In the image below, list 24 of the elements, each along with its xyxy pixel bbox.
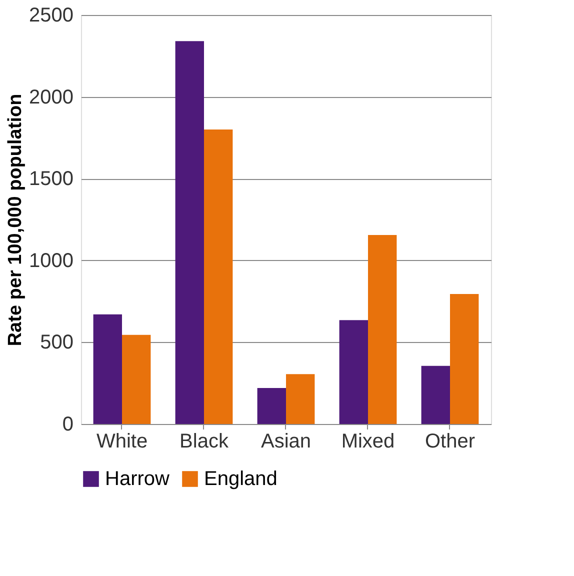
y-tick-label: 1500 <box>29 168 74 190</box>
y-tick-label: 500 <box>40 332 74 354</box>
y-axis-title: Rate per 100,000 population <box>5 94 26 346</box>
x-tick-label: Mixed <box>341 430 395 452</box>
bar <box>204 130 233 424</box>
bar <box>421 366 450 424</box>
y-tick-label: 1000 <box>29 250 74 272</box>
legend-label: England <box>204 468 278 490</box>
bar <box>286 374 315 424</box>
legend-label: Harrow <box>105 468 170 490</box>
bar <box>175 41 204 424</box>
y-tick-label: 2000 <box>29 86 74 108</box>
x-tick-label: Black <box>180 430 230 452</box>
bar <box>368 235 397 424</box>
bar <box>93 314 122 424</box>
bar <box>450 294 479 424</box>
bar <box>122 334 151 424</box>
x-tick-label: Other <box>424 430 476 452</box>
bar <box>339 320 368 424</box>
bar <box>257 388 286 424</box>
x-tick-label: Asian <box>260 430 312 452</box>
y-tick-label: 2500 <box>29 4 74 26</box>
y-tick-label: 0 <box>62 414 74 436</box>
x-tick-label: White <box>96 430 148 452</box>
